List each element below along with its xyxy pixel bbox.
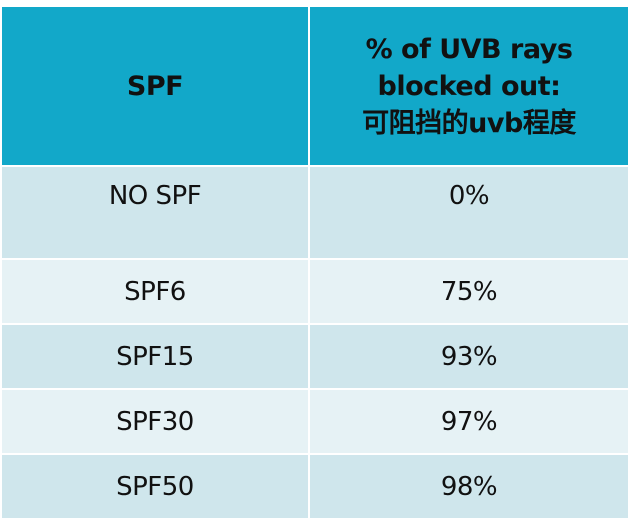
table-cell: NO SPF — [2, 167, 308, 258]
uvb-blocked: 97% — [440, 406, 498, 437]
header-text: blocked out: — [377, 70, 561, 102]
spf-label: SPF30 — [116, 406, 194, 437]
spf-label: SPF6 — [124, 276, 186, 307]
header-cell: % of UVB rays blocked out: 可阻挡的uvb程度 — [310, 7, 628, 165]
table-cell: SPF50 — [2, 455, 308, 518]
uvb-blocked: 75% — [440, 276, 498, 307]
header-cell: SPF — [2, 7, 308, 165]
table-cell: SPF30 — [2, 390, 308, 453]
table-cell: SPF15 — [2, 325, 308, 388]
sunscreen-table: SPF % of UVB rays blocked out: 可阻挡的uvb程度… — [2, 7, 628, 518]
uvb-blocked: 0% — [448, 181, 490, 211]
table-cell: 97% — [310, 390, 628, 453]
spf-label: SPF15 — [116, 341, 194, 372]
header-text: SPF — [126, 70, 184, 102]
table-cell: 0% — [310, 167, 628, 258]
table-cell: 93% — [310, 325, 628, 388]
table-cell: 98% — [310, 455, 628, 518]
header-text: 可阻挡的uvb程度 — [362, 107, 576, 139]
table-cell: SPF6 — [2, 260, 308, 323]
uvb-blocked: 93% — [440, 341, 498, 372]
uvb-blocked: 98% — [440, 471, 498, 502]
spf-label: NO SPF — [108, 181, 202, 211]
table-cell: 75% — [310, 260, 628, 323]
spf-label: SPF50 — [116, 471, 194, 502]
header-text: % of UVB rays — [365, 33, 573, 65]
